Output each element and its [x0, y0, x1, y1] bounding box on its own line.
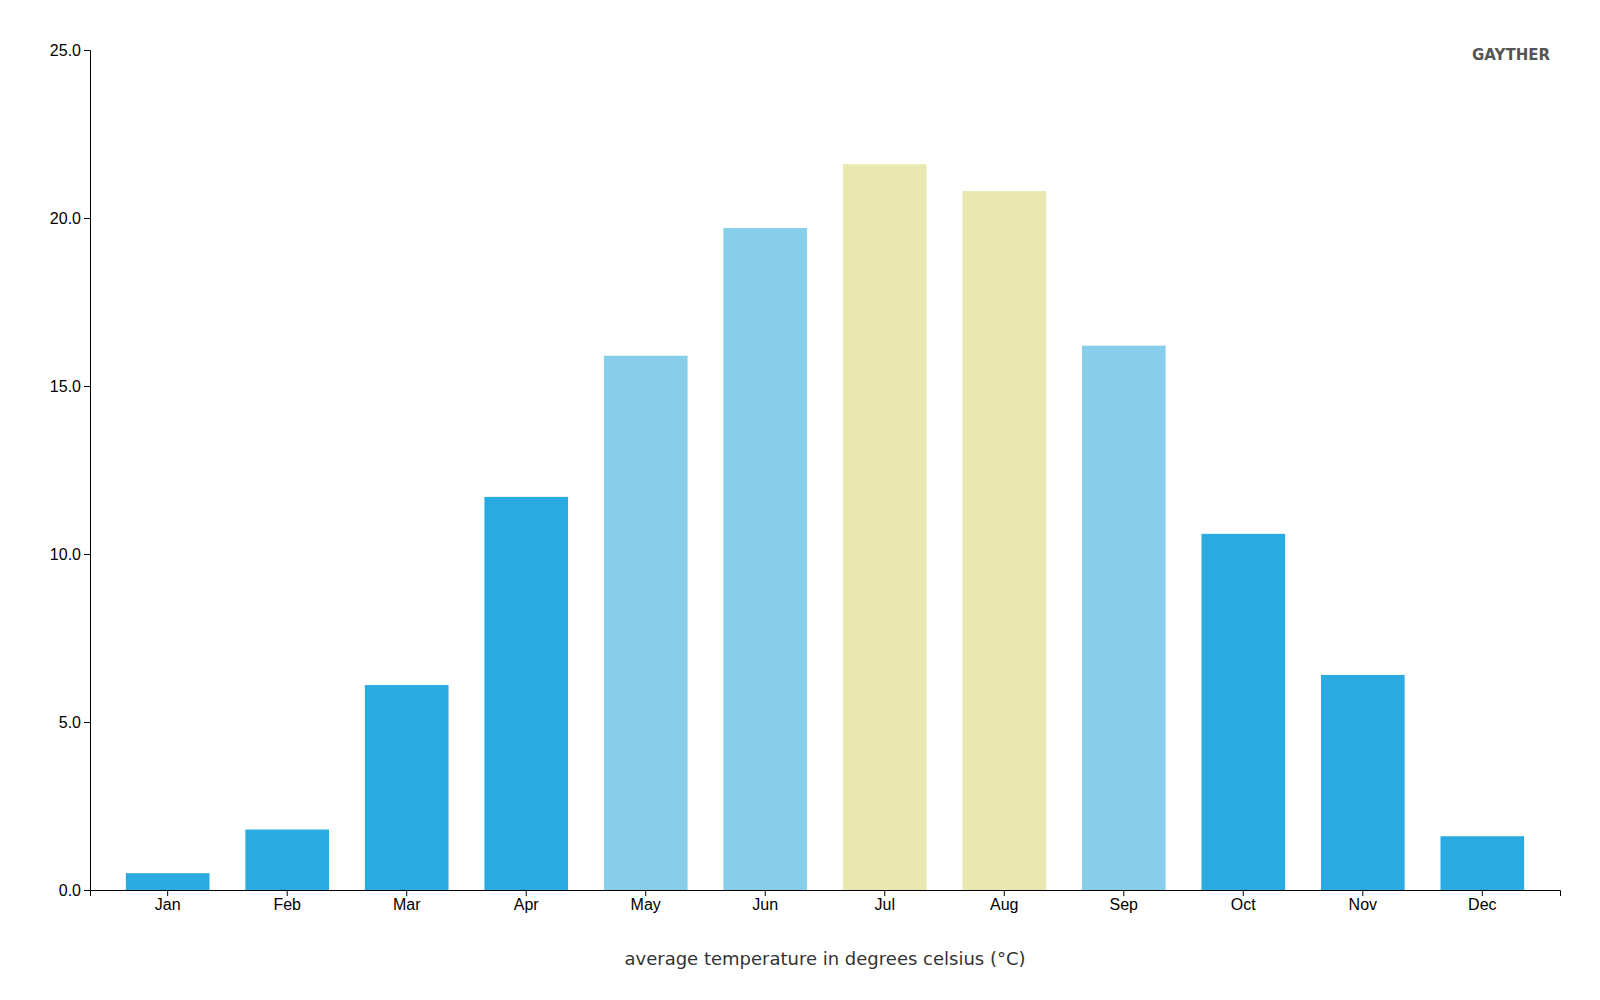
- annotation: GAYTHER: [1472, 46, 1550, 64]
- x-tick: Jan: [155, 890, 181, 913]
- y-tick-label: 0.0: [59, 882, 81, 899]
- x-tick: Aug: [990, 890, 1018, 913]
- bar: [126, 873, 210, 890]
- bars: [126, 164, 1524, 890]
- bar: [484, 497, 568, 890]
- y-tick-label: 25.0: [50, 42, 81, 59]
- x-tick-mark: [287, 890, 288, 896]
- bar: [604, 356, 688, 890]
- bar: [1440, 836, 1524, 890]
- y-tick-label: 5.0: [59, 714, 81, 731]
- x-tick-label: Feb: [273, 896, 301, 913]
- y-tick: 10.0: [50, 546, 90, 563]
- x-tick-label: Jul: [875, 896, 895, 913]
- x-axis-title: average temperature in degrees celsius (…: [624, 948, 1025, 969]
- x-tick: Dec: [1468, 890, 1496, 913]
- x-tick-label: Oct: [1231, 896, 1256, 913]
- x-tick-label: May: [631, 896, 661, 913]
- x-tick-mark: [1243, 890, 1244, 896]
- x-tick-label: Dec: [1468, 896, 1496, 913]
- x-tick: Mar: [393, 890, 421, 913]
- y-tick-mark: [84, 386, 90, 387]
- y-tick: 5.0: [59, 714, 90, 731]
- x-tick-label: Mar: [393, 896, 421, 913]
- bar: [723, 228, 807, 890]
- x-axis: Jan Feb Mar Apr May Jun Jul Aug Sep Oct Nov Dec: [91, 890, 1561, 913]
- x-tick-mark: [884, 890, 885, 896]
- x-tick: Nov: [1349, 890, 1377, 913]
- x-tick: Jun: [752, 890, 778, 913]
- y-tick-mark: [84, 50, 90, 51]
- x-tick-mark: [526, 890, 527, 896]
- x-tick: Oct: [1231, 890, 1256, 913]
- bar: [962, 191, 1046, 890]
- x-tick-label: Jan: [155, 896, 181, 913]
- x-tick-label: Apr: [514, 896, 540, 913]
- plot: Jan Feb Mar Apr May Jun Jul Aug Sep Oct Nov Dec 0.0 5…: [50, 42, 1561, 914]
- y-axis: 0.0 5.0 10.0 15.0 20.0 25.0: [50, 42, 91, 899]
- bar: [1082, 346, 1166, 890]
- x-tick-label: Nov: [1349, 896, 1377, 913]
- bar: [1321, 675, 1405, 890]
- y-tick-label: 15.0: [50, 378, 81, 395]
- y-tick-mark: [84, 722, 90, 723]
- x-tick-mark: [645, 890, 646, 896]
- y-axis-line: [84, 51, 91, 891]
- bar: [365, 685, 449, 890]
- bar: [245, 830, 329, 890]
- x-tick-mark: [406, 890, 407, 896]
- x-tick: Jul: [875, 890, 895, 913]
- y-tick: 20.0: [50, 210, 90, 227]
- chart: Jan Feb Mar Apr May Jun Jul Aug Sep Oct Nov Dec 0.0 5…: [0, 0, 1600, 1000]
- bar: [843, 164, 927, 890]
- y-tick-label: 10.0: [50, 546, 81, 563]
- y-tick-mark: [84, 554, 90, 555]
- x-tick-mark: [167, 890, 168, 896]
- y-tick: 25.0: [50, 42, 90, 59]
- x-tick: May: [631, 890, 661, 913]
- x-tick-mark: [1362, 890, 1363, 896]
- x-tick: Feb: [273, 890, 301, 913]
- bar: [1201, 534, 1285, 890]
- x-axis-line: [91, 891, 1561, 897]
- y-tick-label: 20.0: [50, 210, 81, 227]
- x-tick-label: Jun: [752, 896, 778, 913]
- y-tick-mark: [84, 218, 90, 219]
- y-tick-mark: [84, 890, 90, 891]
- x-tick-mark: [1004, 890, 1005, 896]
- x-tick-mark: [1482, 890, 1483, 896]
- x-tick-mark: [1123, 890, 1124, 896]
- x-tick: Apr: [514, 890, 540, 913]
- y-tick: 15.0: [50, 378, 90, 395]
- x-tick-mark: [765, 890, 766, 896]
- x-tick-label: Sep: [1110, 896, 1139, 913]
- x-tick: Sep: [1110, 890, 1139, 913]
- x-tick-label: Aug: [990, 896, 1018, 913]
- y-tick: 0.0: [59, 882, 90, 899]
